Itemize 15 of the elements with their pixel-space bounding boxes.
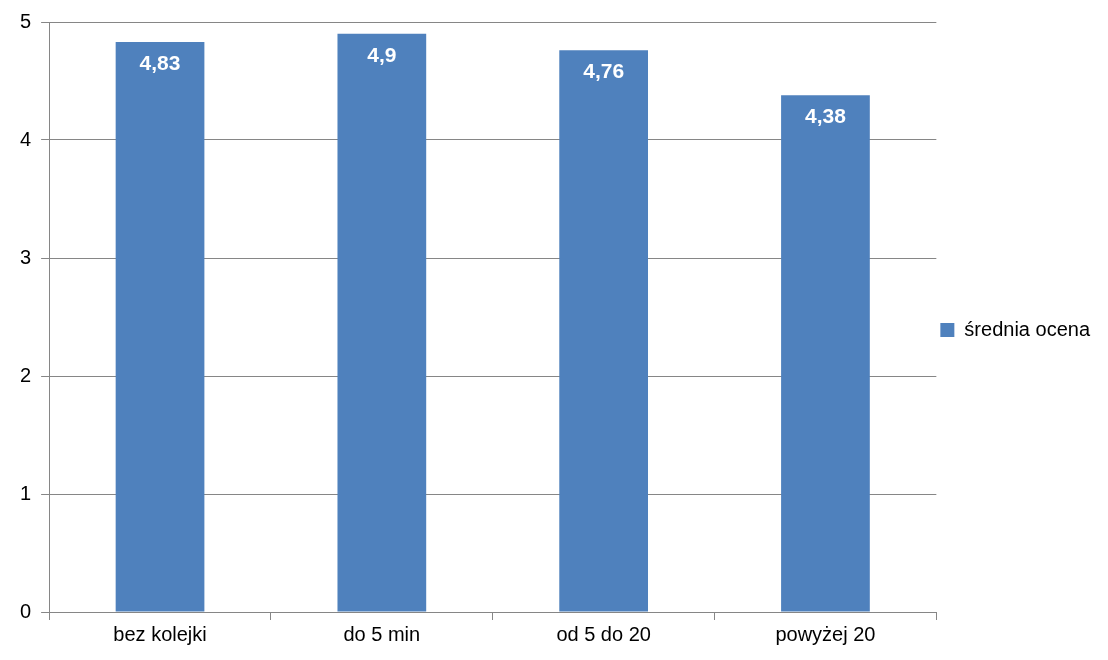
x-tick-label: do 5 min [343,622,421,645]
x-tick-label: bez kolejki [113,622,207,645]
y-tick-label: 1 [20,481,32,504]
legend-label: średnia ocena [964,317,1091,340]
data-label: 4,9 [367,42,397,66]
data-label: 4,38 [805,103,847,127]
y-tick-label: 5 [20,9,32,32]
y-tick-label: 3 [20,245,32,268]
y-tick-label: 2 [20,363,32,386]
data-label: 4,83 [139,50,181,74]
y-tick-label: 0 [20,599,32,622]
data-label: 4,76 [583,59,625,83]
x-tick-label: od 5 do 20 [556,622,651,645]
x-tick-label: powyżej 20 [775,622,876,645]
y-tick-label: 4 [20,127,32,150]
